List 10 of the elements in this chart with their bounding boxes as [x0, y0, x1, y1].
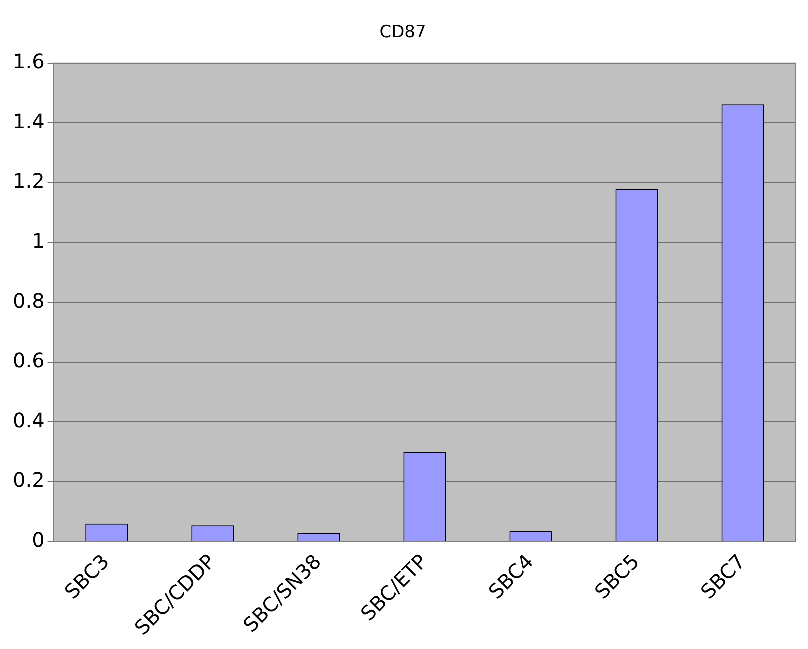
chart-title: CD87	[380, 22, 426, 43]
y-tick-label: 1.4	[12, 109, 45, 134]
y-tick-label: 0	[32, 528, 45, 552]
y-tick-label: 0.6	[12, 348, 45, 373]
y-tick-label: 1.2	[12, 169, 45, 194]
y-tick-label: 0.2	[12, 468, 45, 492]
y-tick-label: 1.6	[12, 50, 45, 74]
y-tick-label: 0.4	[12, 408, 45, 432]
y-tick-label: 0.8	[12, 288, 45, 313]
y-tick-label: 1	[32, 228, 45, 253]
